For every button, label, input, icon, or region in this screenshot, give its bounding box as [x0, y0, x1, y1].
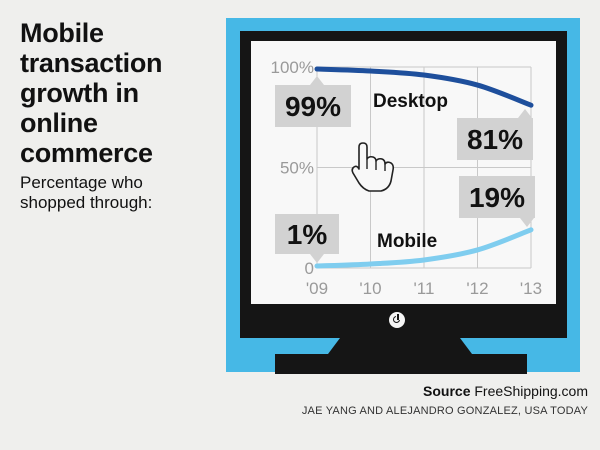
y-tick-label: 100%: [271, 58, 314, 77]
series-line-mobile: [314, 227, 534, 269]
hand-pointer-icon: [351, 142, 395, 192]
line-chart: 0 50% 100% '09 '10 '11 '12 '13 Desktop Mobile 99% 8…: [271, 58, 543, 298]
callout-label: 99%: [285, 91, 341, 122]
callout-label: 19%: [469, 182, 525, 213]
callout-pointer: [310, 76, 324, 85]
headline: Mobile transaction growth in online comm…: [20, 18, 163, 168]
x-tick-label: '09: [306, 279, 328, 298]
y-tick-label: 50%: [280, 159, 314, 178]
source-value: FreeShipping.com: [474, 383, 588, 399]
series-label-desktop: Desktop: [373, 91, 448, 112]
x-tick-label: '11: [414, 279, 435, 298]
callout-box: [457, 118, 533, 160]
series-line-desktop: [314, 66, 534, 108]
source-label: Source: [423, 383, 471, 399]
callout-pointer: [520, 218, 534, 227]
callout-box: [275, 85, 351, 127]
x-tick-label: '10: [359, 279, 381, 298]
x-tick-label: '12: [466, 279, 488, 298]
x-tick-label: '13: [520, 279, 542, 298]
callout-pointer: [310, 254, 324, 263]
hand-outline: [351, 142, 395, 192]
power-button-icon: [389, 312, 405, 328]
credit-line: JAE YANG AND ALEJANDRO GONZALEZ, USA TOD…: [301, 405, 588, 417]
callout-box: [275, 214, 339, 254]
y-tick-label: 0: [305, 259, 314, 278]
callout-pointer: [518, 109, 532, 118]
callout-label: 81%: [467, 124, 523, 155]
callout-box: [459, 176, 535, 218]
source-note: Source FreeShipping.com: [423, 383, 588, 399]
callout-label: 1%: [287, 219, 328, 250]
series-label-mobile: Mobile: [377, 231, 437, 252]
subtitle: Percentage who shopped through:: [20, 173, 153, 212]
